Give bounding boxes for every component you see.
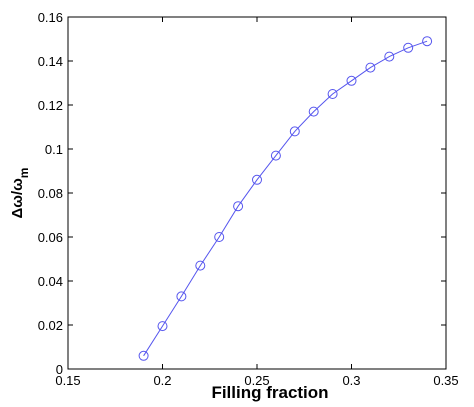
y-tick-label: 0.02 xyxy=(38,318,63,333)
data-marker xyxy=(138,350,149,361)
y-axis-label-main: Δω/ω xyxy=(9,178,26,219)
data-marker xyxy=(252,174,262,185)
y-tick-label: 0.08 xyxy=(38,186,63,201)
data-marker xyxy=(327,89,338,99)
data-marker xyxy=(289,126,300,137)
data-marker xyxy=(176,291,187,302)
data-marker xyxy=(403,42,414,53)
y-tick-label: 0.04 xyxy=(38,274,63,289)
x-tick-label: 0.3 xyxy=(342,373,360,388)
plot-frame xyxy=(67,16,447,370)
data-marker xyxy=(422,36,433,47)
data-line xyxy=(143,40,428,357)
x-tick-label: 0.15 xyxy=(55,373,80,388)
data-marker xyxy=(270,150,281,161)
data-marker xyxy=(195,260,206,271)
data-marker xyxy=(308,106,319,117)
data-marker xyxy=(384,51,395,62)
x-tick-label: 0.25 xyxy=(244,373,269,388)
data-marker xyxy=(346,75,357,86)
y-axis-label-sub: m xyxy=(17,168,31,179)
y-tick-label: 0.14 xyxy=(38,54,63,69)
y-tick-label: 0 xyxy=(56,362,63,377)
y-tick-label: 0.12 xyxy=(38,98,63,113)
x-axis-label: Filling fraction xyxy=(211,383,328,402)
x-tick-label: 0.2 xyxy=(153,373,171,388)
y-tick-label: 0.06 xyxy=(38,230,63,245)
data-marker xyxy=(233,201,244,212)
data-marker xyxy=(365,62,376,73)
y-tick-label: 0.16 xyxy=(38,10,63,25)
x-tick-label: 0.35 xyxy=(433,373,458,388)
y-tick-label: 0.1 xyxy=(45,142,63,157)
y-axis-label: Δω/ωm xyxy=(9,168,31,219)
data-marker xyxy=(214,232,225,242)
data-marker xyxy=(157,321,168,332)
